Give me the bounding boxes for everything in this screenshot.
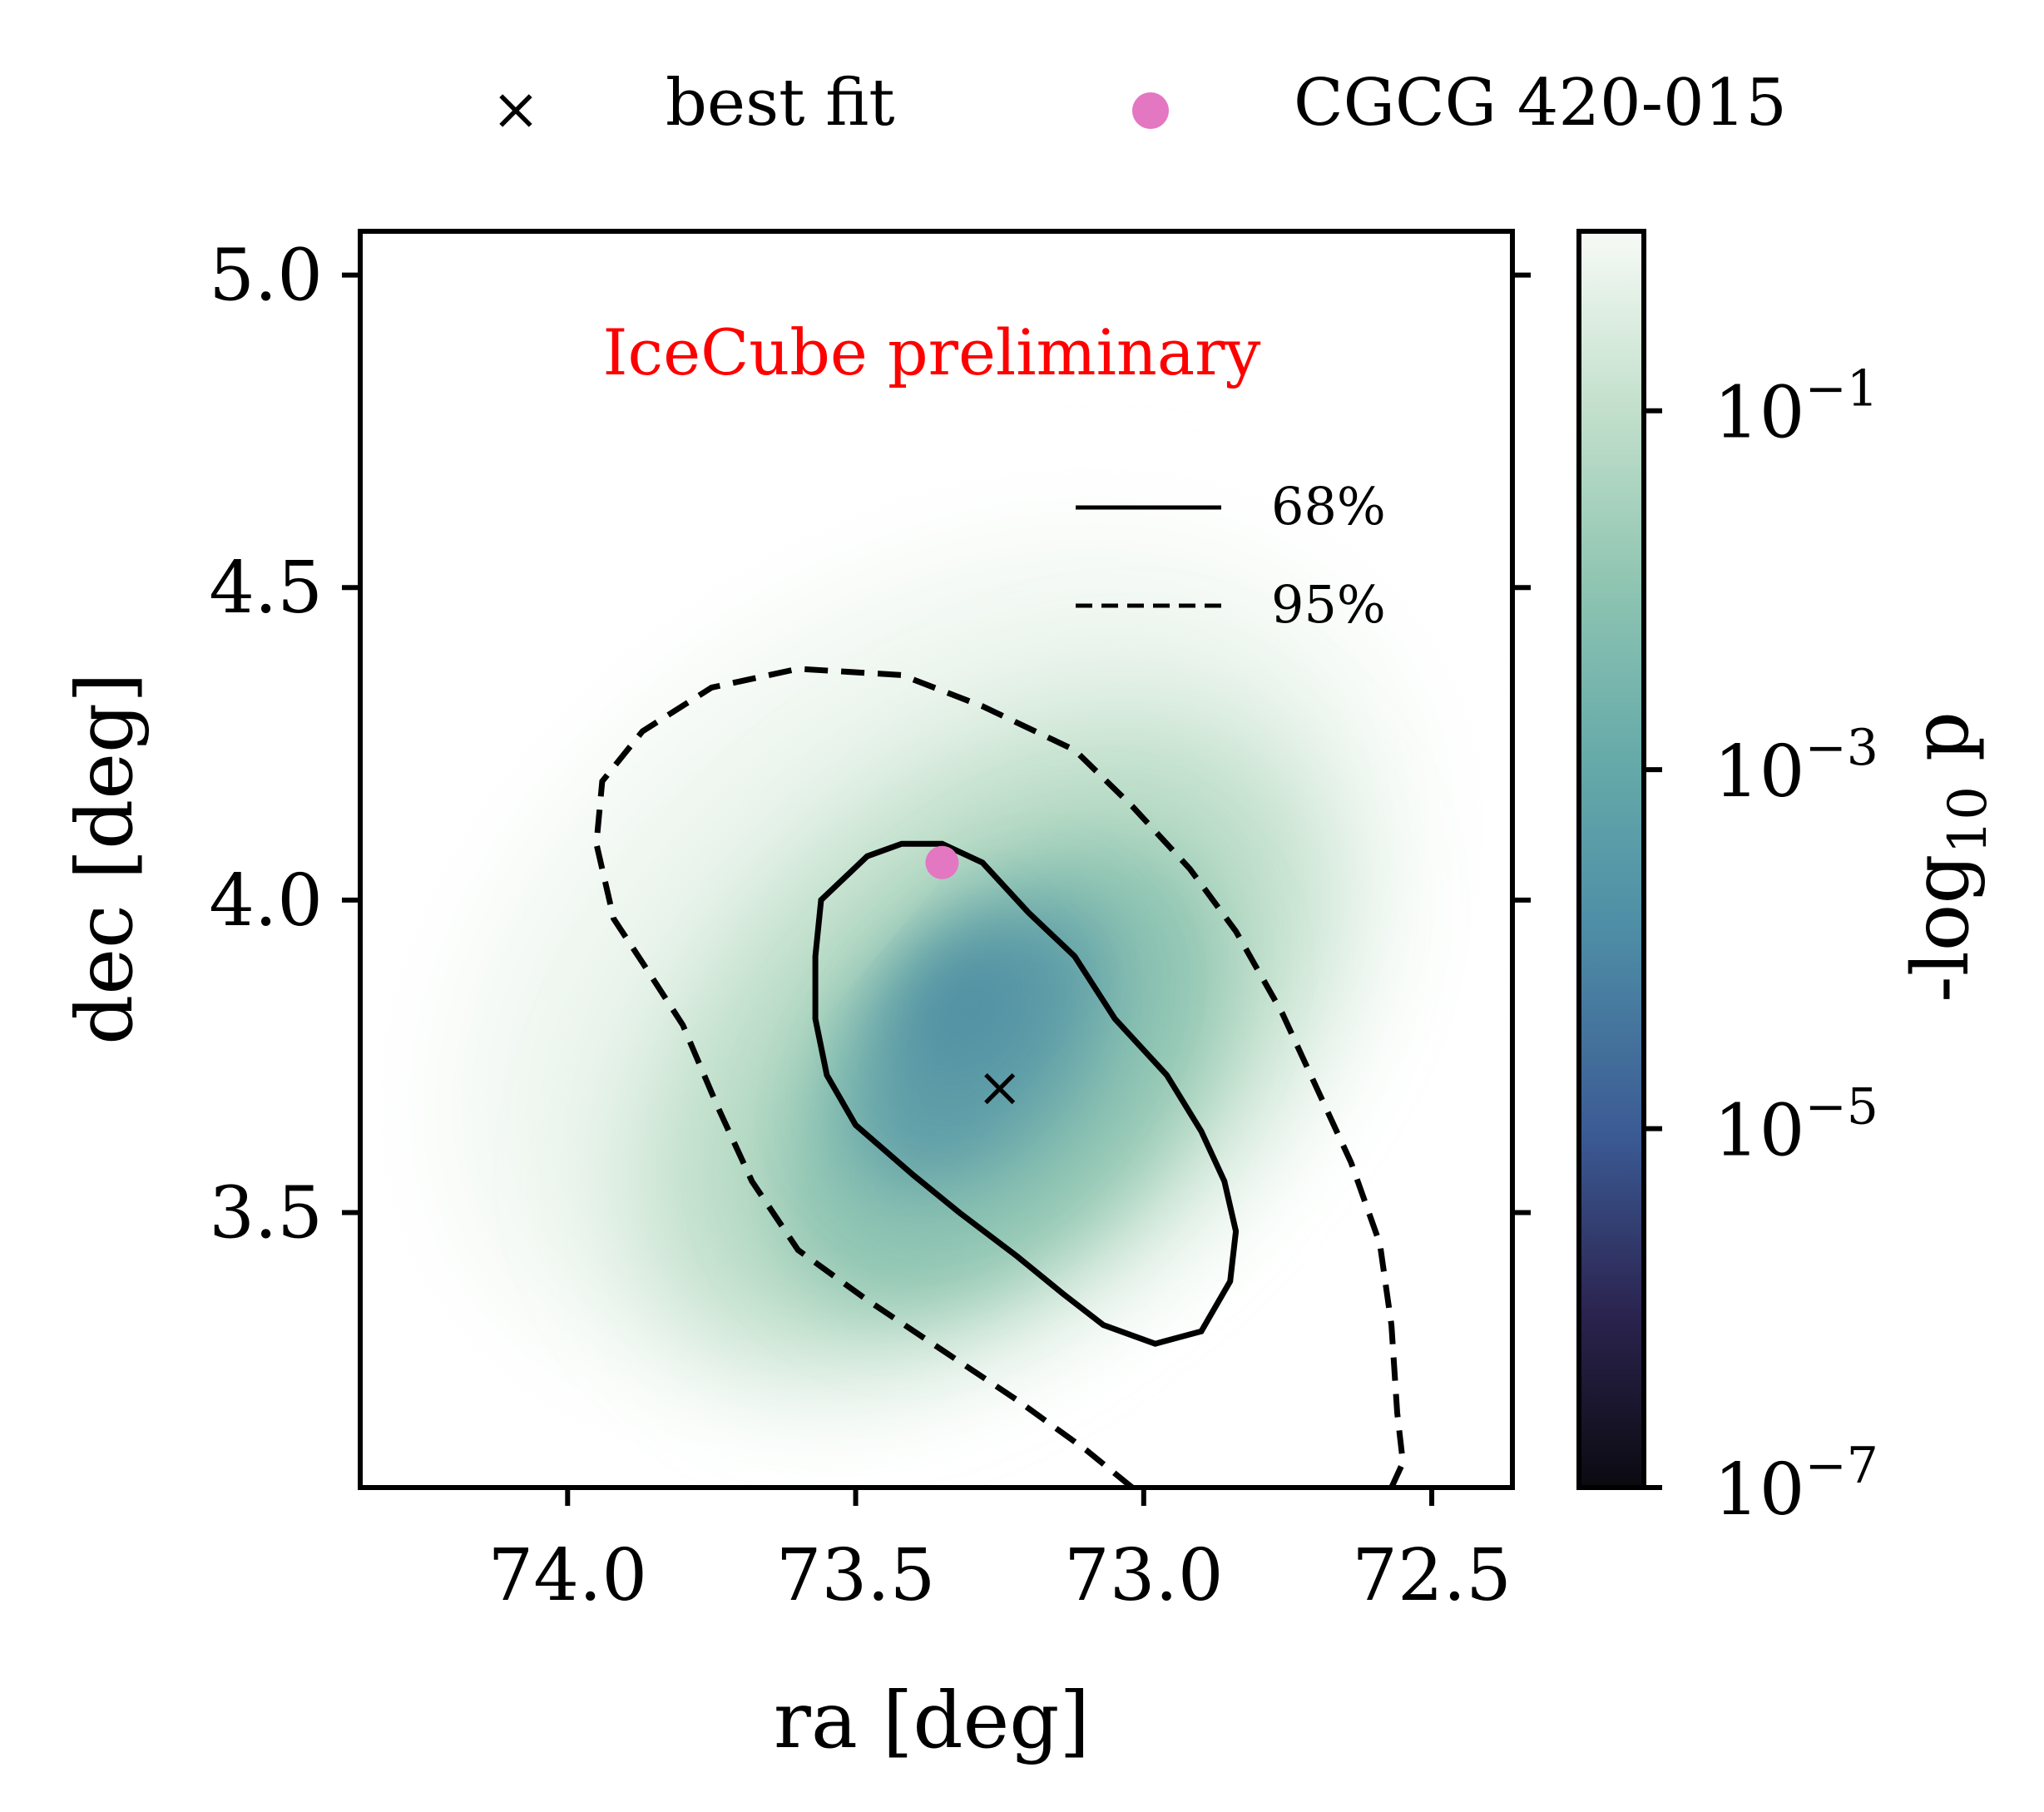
legend-source-marker [1132,92,1169,129]
source-marker [925,845,959,879]
y-axis: 3.5 4.0 4.5 5.0 [209,235,1531,1255]
markers: × [925,845,1022,1120]
top-legend: × best fit CGCG 420-015 [492,66,1787,143]
best-fit-marker: × [977,1056,1022,1120]
x-tick-label: 73.0 [1064,1534,1223,1617]
legend-best-fit-marker: × [492,75,541,143]
legend-95-label: 95% [1271,574,1386,635]
colorbar-gradient [1576,229,1646,1490]
y-tick-label: 5.0 [209,235,323,318]
contour-legend: 68% 95% [1076,476,1386,635]
y-tick-label: 4.0 [209,859,323,943]
contour-68-percent [812,840,1240,1347]
icecube-preliminary-annotation: IceCube preliminary [603,315,1261,389]
y-axis-label: dec [deg] [60,672,151,1045]
colorbar-tick-label: 10−7 [1714,1437,1878,1532]
colorbar-ticks: 10−7 10−5 10−3 10−1 [1644,360,1878,1532]
plot-frame [358,229,1515,1490]
y-tick-label: 3.5 [209,1171,323,1255]
x-axis: 74.0 73.5 73.0 72.5 [488,1488,1512,1617]
colorbar-tick-label: 10−3 [1714,719,1878,814]
heatmap [360,231,1512,1488]
contours [593,666,1406,1488]
contour-95-percent [593,666,1406,1488]
y-tick-label: 4.5 [209,547,323,630]
legend-source-label: CGCG 420-015 [1294,66,1787,141]
x-tick-label: 74.0 [488,1534,647,1617]
x-axis-label: ra [deg] [774,1676,1090,1766]
colorbar-tick-label: 10−5 [1714,1078,1878,1173]
legend-68-label: 68% [1271,476,1386,537]
colorbar: 10−7 10−5 10−3 10−1 -log10 p [1576,229,1999,1532]
colorbar-tick-label: 10−1 [1714,360,1878,455]
x-tick-label: 73.5 [776,1534,935,1617]
legend-best-fit-label: best fit [666,66,895,141]
colorbar-label: -log10 p [1896,711,1999,1003]
x-tick-label: 72.5 [1352,1534,1511,1617]
